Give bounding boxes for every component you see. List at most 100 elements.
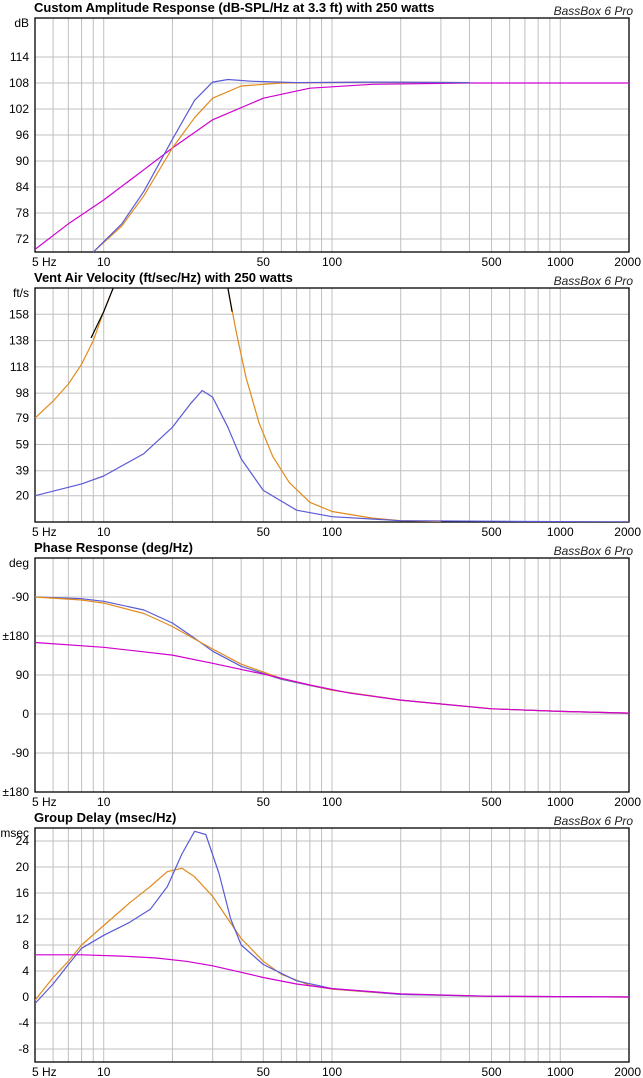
- x-tick-label: 5 Hz: [32, 255, 57, 269]
- y-tick-label: 84: [16, 180, 30, 194]
- y-tick-label: 16: [16, 886, 30, 900]
- chart-title: Custom Amplitude Response (dB-SPL/Hz at …: [34, 0, 435, 15]
- y-tick-label: 0: [22, 707, 29, 721]
- y-tick-label: 158: [9, 307, 29, 321]
- y-tick-label: ±180: [2, 629, 29, 643]
- series-line-magenta: [35, 82, 629, 250]
- y-tick-label: -90: [12, 746, 30, 760]
- series-line-blue: [35, 389, 629, 522]
- x-tick-label: 10: [97, 525, 111, 539]
- series-line-orange: [35, 288, 114, 419]
- unit-label: dB: [14, 16, 29, 30]
- brand-label: BassBox 6 Pro: [553, 274, 633, 288]
- brand-label: BassBox 6 Pro: [553, 814, 633, 828]
- x-tick-label: 100: [322, 1065, 342, 1078]
- horizontal-grid: [35, 840, 629, 1050]
- x-tick-label: 100: [322, 255, 342, 269]
- x-tick-label: 5 Hz: [32, 525, 57, 539]
- x-tick-label: 500: [482, 525, 502, 539]
- series-line-black: [227, 288, 233, 312]
- y-tick-label: 78: [16, 206, 30, 220]
- x-tick-label: 500: [482, 255, 502, 269]
- y-tick-label: 79: [16, 411, 30, 425]
- horizontal-grid: [35, 56, 629, 240]
- x-tick-label: 100: [322, 795, 342, 809]
- y-tick-label: 39: [16, 464, 30, 478]
- y-tick-label: -8: [18, 1042, 29, 1056]
- y-tick-label: 20: [16, 489, 30, 503]
- x-tick-label: 2000: [614, 525, 641, 539]
- x-tick-label: 50: [257, 795, 271, 809]
- unit-label: ft/s: [13, 286, 29, 300]
- y-tick-label: 20: [16, 860, 30, 874]
- chart-title: Phase Response (deg/Hz): [34, 540, 193, 555]
- y-tick-label: 12: [16, 912, 30, 926]
- y-tick-label: 72: [16, 232, 30, 246]
- plot-frame: [34, 827, 630, 1063]
- horizontal-grid: [35, 596, 629, 754]
- y-tick-label: 98: [16, 386, 30, 400]
- brand-label: BassBox 6 Pro: [553, 4, 633, 18]
- x-tick-label: 5 Hz: [32, 795, 57, 809]
- x-tick-label: 500: [482, 795, 502, 809]
- x-tick-label: 10: [97, 1065, 111, 1078]
- y-tick-label: 114: [10, 50, 29, 64]
- plot-frame: [34, 287, 630, 523]
- amplitude-chart: dB 72 78 84 90 96 102 108 114 5 Hz 10 50 100 500 1000 2…: [9, 16, 641, 269]
- y-tick-label: 90: [16, 154, 30, 168]
- x-tick-label: 50: [257, 525, 271, 539]
- x-tick-label: 50: [257, 255, 271, 269]
- y-tick-label: 8: [22, 938, 29, 952]
- y-tick-label: 24: [16, 834, 30, 848]
- y-tick-label: 102: [9, 102, 29, 116]
- horizontal-grid: [35, 313, 629, 497]
- y-tick-label: -4: [18, 1016, 29, 1030]
- chart-title: Group Delay (msec/Hz): [34, 810, 177, 825]
- series-group: [35, 830, 629, 1004]
- y-tick-label: 118: [10, 360, 29, 374]
- phase-chart: deg ±180 -90 0 90 ±180 -90 5 Hz 10 50 100 500 1000 20…: [2, 556, 641, 809]
- plot-frame: [34, 557, 630, 793]
- series-line-orange: [227, 288, 441, 522]
- x-tick-label: 2000: [614, 795, 641, 809]
- x-tick-label: 1000: [547, 255, 574, 269]
- unit-label: deg: [9, 556, 29, 570]
- y-tick-label: 96: [16, 128, 30, 142]
- y-tick-label: 59: [16, 437, 30, 451]
- series-line-magenta: [35, 641, 629, 714]
- y-tick-label: 90: [16, 668, 30, 682]
- group-delay-panel: Group Delay (msec/Hz) BassBox 6 Pro msec…: [0, 810, 643, 1078]
- x-tick-label: 2000: [614, 1065, 641, 1078]
- x-tick-label: 2000: [614, 255, 641, 269]
- x-tick-label: 1000: [547, 795, 574, 809]
- y-tick-label: 4: [22, 964, 29, 978]
- x-tick-label: 100: [322, 525, 342, 539]
- x-tick-label: 1000: [547, 1065, 574, 1078]
- series-line-magenta: [35, 954, 629, 998]
- y-tick-label: ±180: [2, 785, 29, 799]
- amplitude-panel: Custom Amplitude Response (dB-SPL/Hz at …: [0, 0, 643, 270]
- x-tick-label: 10: [97, 255, 111, 269]
- y-tick-label: 138: [9, 334, 29, 348]
- x-tick-label: 1000: [547, 525, 574, 539]
- vent-velocity-chart: ft/s 20 39 59 79 98 118 138 158 5 Hz 10 50 100 500 100…: [9, 286, 641, 539]
- x-tick-label: 5 Hz: [32, 1065, 57, 1078]
- y-tick-label: 0: [22, 990, 29, 1004]
- series-line-blue: [92, 78, 470, 252]
- y-tick-label: 108: [9, 76, 29, 90]
- x-tick-label: 500: [482, 1065, 502, 1078]
- series-group: [35, 288, 629, 522]
- unit-label: msec: [0, 826, 29, 840]
- series-group: [35, 596, 629, 714]
- phase-panel: Phase Response (deg/Hz) BassBox 6 Pro de…: [0, 540, 643, 810]
- vent-velocity-panel: Vent Air Velocity (ft/sec/Hz) with 250 w…: [0, 270, 643, 540]
- series-group: [35, 78, 629, 252]
- x-tick-label: 10: [97, 795, 111, 809]
- x-tick-label: 50: [257, 1065, 271, 1078]
- series-line-black: [90, 288, 114, 339]
- group-delay-chart: msec -8 -4 0 4 8 12 16 20 24 5 Hz 10 50 100 500 1000 200…: [0, 826, 641, 1078]
- vertical-grid: [52, 288, 561, 522]
- brand-label: BassBox 6 Pro: [553, 544, 633, 558]
- chart-title: Vent Air Velocity (ft/sec/Hz) with 250 w…: [34, 270, 293, 285]
- plot-frame: [34, 17, 630, 253]
